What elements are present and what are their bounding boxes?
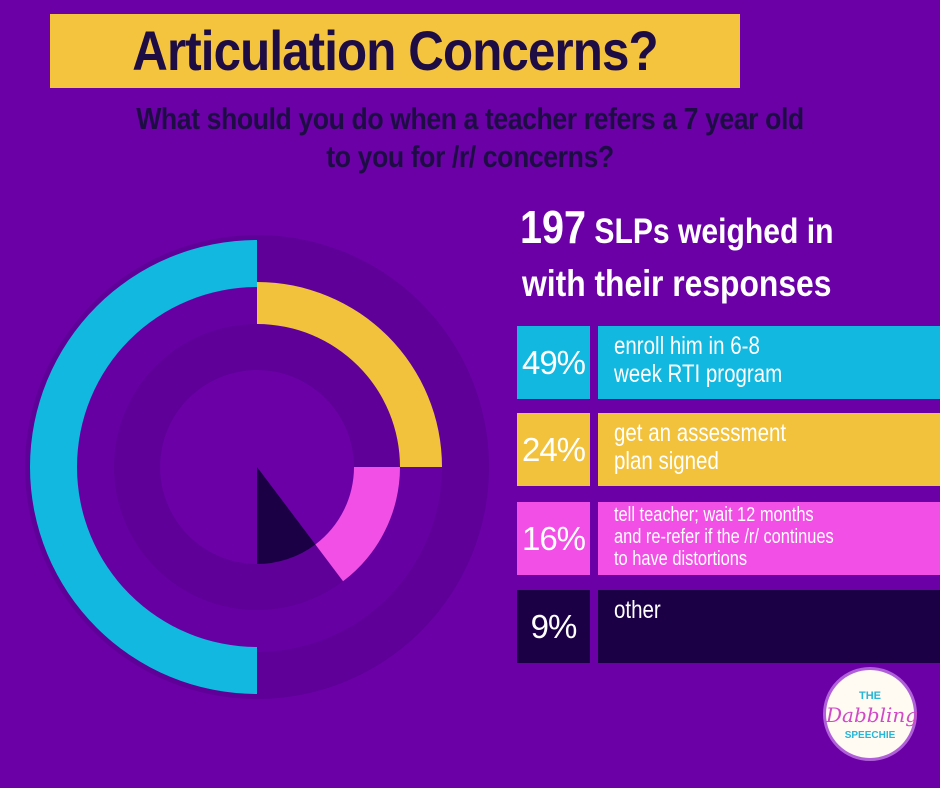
logo-text-the: THE [859,690,881,702]
legend-label-box: get an assessment plan signed [598,413,940,486]
count-number: 197 [520,201,587,253]
subtitle: What should you do when a teacher refers… [83,100,857,176]
title-banner: Articulation Concerns? [50,14,740,88]
legend-percent: 9% [517,590,590,663]
legend-label: other [614,596,661,624]
chart-segment-0 [30,240,257,694]
subtitle-line-1: What should you do when a teacher refers… [136,101,804,136]
legend-label: enroll him in 6-8 week RTI program [614,332,783,388]
subtitle-line-2: to you for /r/ concerns? [326,139,614,174]
brand-logo: THE Dabbling SPEECHIE [823,667,919,761]
legend-label-box: enroll him in 6-8 week RTI program [598,326,940,399]
legend-row: 49% enroll him in 6-8 week RTI program [517,326,940,399]
legend-row: 16% tell teacher; wait 12 months and re-… [517,502,940,575]
respondent-count: 197 SLPs weighed in [520,204,881,254]
legend-percent: 24% [517,413,590,486]
chart-segment-1 [257,282,442,467]
legend-percent: 49% [517,326,590,399]
legend-label: get an assessment plan signed [614,419,787,475]
legend-percent: 16% [517,502,590,575]
legend-label-box: tell teacher; wait 12 months and re-refe… [598,502,940,575]
page-title: Articulation Concerns? [132,19,658,82]
logo-text-speechie: SPEECHIE [844,730,896,741]
legend-row: 24% get an assessment plan signed [517,413,940,486]
chart-segment-2 [315,467,400,582]
legend-row: 9% other [517,590,940,663]
count-text: SLPs weighed in [594,212,834,251]
logo-text-dabbling: Dabbling [826,703,919,727]
legend-label: tell teacher; wait 12 months and re-refe… [614,504,834,570]
radial-chart [25,235,489,699]
legend-label-box: other [598,590,940,663]
count-text-line-2: with their responses [522,263,832,304]
chart-segment-3 [257,467,316,564]
